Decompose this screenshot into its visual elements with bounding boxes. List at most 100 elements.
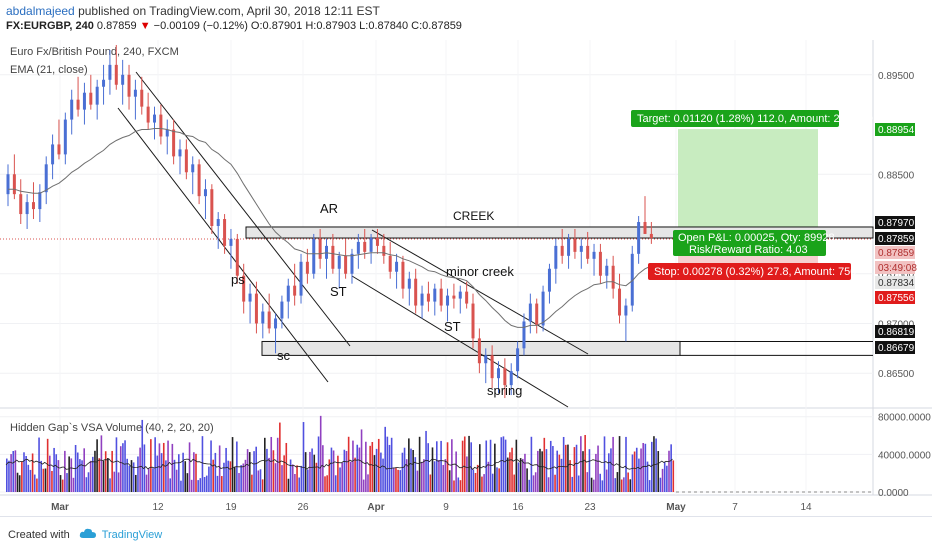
- volume-bar: [85, 477, 88, 492]
- volume-bar: [104, 451, 107, 492]
- volume-bar: [414, 457, 417, 492]
- price-axis[interactable]: 0.89500 0.88500 0.87500 0.87000 0.86500: [878, 71, 915, 380]
- candle-body: [25, 202, 29, 215]
- volume-bar: [588, 449, 591, 492]
- volume-bar: [294, 473, 296, 492]
- volume-bar: [380, 452, 382, 492]
- author-link[interactable]: abdalmajeed: [6, 4, 75, 18]
- candle-body: [38, 192, 42, 210]
- volume-bar: [509, 452, 511, 492]
- volume-bar: [453, 480, 455, 492]
- volume-bar: [6, 458, 8, 492]
- volume-bar: [552, 446, 554, 492]
- volume-bar: [629, 479, 632, 492]
- candle-body: [133, 89, 137, 97]
- volume-bar: [193, 452, 195, 492]
- volume-bar: [599, 473, 601, 492]
- volume-bar: [653, 436, 655, 492]
- x-tick-label: 14: [800, 502, 812, 513]
- volume-bar: [186, 473, 189, 492]
- time-axis[interactable]: Mar 12 19 26 Apr 9 16 23 May 7 14: [51, 502, 812, 513]
- volume-bar: [433, 461, 436, 492]
- volume-bar: [29, 469, 32, 492]
- target-label-box[interactable]: [631, 110, 839, 127]
- publish-info: published on TradingView.com, April 30, …: [78, 4, 380, 18]
- stop-label-box[interactable]: [648, 263, 851, 280]
- volume-bar: [223, 462, 225, 492]
- volume-bar: [14, 450, 17, 492]
- volume-bar: [16, 472, 19, 492]
- volume-bar: [156, 455, 159, 492]
- volume-bar: [442, 464, 445, 492]
- volume-bar: [526, 468, 528, 492]
- volume-bar: [582, 451, 584, 492]
- volume-bar: [648, 480, 651, 492]
- symbol-label: FX:EURGBP, 240: [6, 20, 94, 32]
- volume-bar: [431, 447, 434, 492]
- volume-pane: Hidden Gap`s VSA Volume (40, 2, 20, 20) …: [0, 413, 931, 499]
- volume-bar: [448, 470, 451, 492]
- candle-body: [382, 245, 386, 256]
- x-tick-label: 19: [225, 502, 237, 513]
- candle-body: [286, 285, 290, 302]
- target-area: [678, 129, 818, 241]
- chart-frame[interactable]: Euro Fx/British Pound, 240, FXCM EMA (21…: [0, 40, 932, 516]
- volume-bar: [328, 459, 331, 492]
- volume-bar: [255, 446, 257, 492]
- sc-top-price-tag: [875, 325, 915, 338]
- countdown-text: 03:49:08: [878, 263, 917, 274]
- tradingview-link[interactable]: TradingView: [101, 529, 163, 541]
- volume-bar: [195, 453, 197, 492]
- volume-bar: [210, 440, 212, 492]
- volume-bar: [298, 477, 300, 492]
- volume-bar: [76, 452, 79, 492]
- volume-bar: [158, 443, 161, 492]
- y-tick-label: 0.87500: [878, 270, 915, 281]
- volume-bar: [367, 474, 369, 492]
- volume-bar: [530, 436, 533, 492]
- volume-bar: [500, 437, 503, 492]
- volume-bar: [491, 473, 494, 492]
- volume-bar: [201, 436, 204, 492]
- price-chart[interactable]: Euro Fx/British Pound, 240, FXCM EMA (21…: [0, 40, 932, 516]
- volume-bar: [304, 452, 307, 492]
- volume-bar: [635, 447, 638, 492]
- volume-bar: [221, 476, 223, 492]
- channel-line-upper: [135, 71, 351, 347]
- volume-bar: [302, 422, 305, 492]
- candle-body: [624, 305, 628, 316]
- volume-bar: [83, 448, 85, 492]
- volume-bar: [586, 472, 589, 492]
- candle-body: [446, 295, 450, 306]
- trade-labels[interactable]: Target: 0.01120 (1.28%) 112.0, Amount: 2…: [631, 110, 873, 280]
- volume-bar: [444, 459, 447, 492]
- volume-bar: [668, 450, 670, 492]
- pl-label-box[interactable]: [673, 230, 826, 256]
- volume-bar: [334, 475, 337, 492]
- stop-price-tag: [875, 291, 915, 304]
- candle-body: [108, 64, 112, 80]
- volume-bar: [347, 436, 350, 492]
- volume-bar: [466, 456, 468, 492]
- volume-bar: [46, 438, 49, 492]
- volume-bar: [506, 457, 509, 492]
- volume-bar: [184, 461, 187, 492]
- volume-bar: [87, 472, 90, 492]
- volume-bar: [197, 480, 199, 492]
- volume-bar: [390, 437, 393, 492]
- volume-bar: [242, 463, 245, 492]
- volume-bar: [427, 443, 429, 492]
- last-price-text-2: 0.87859: [878, 248, 915, 259]
- volume-bar: [375, 448, 378, 492]
- candle-body: [395, 261, 399, 272]
- candle-body: [605, 265, 609, 276]
- volume-bar: [399, 470, 402, 492]
- volume-bar: [601, 480, 604, 492]
- volume-bar: [257, 470, 260, 492]
- candle-body: [280, 301, 284, 319]
- volume-bar: [597, 445, 599, 492]
- candle-body: [242, 275, 246, 302]
- volume-bar: [528, 479, 531, 492]
- volume-bar: [384, 426, 386, 492]
- volume-bar: [330, 447, 333, 492]
